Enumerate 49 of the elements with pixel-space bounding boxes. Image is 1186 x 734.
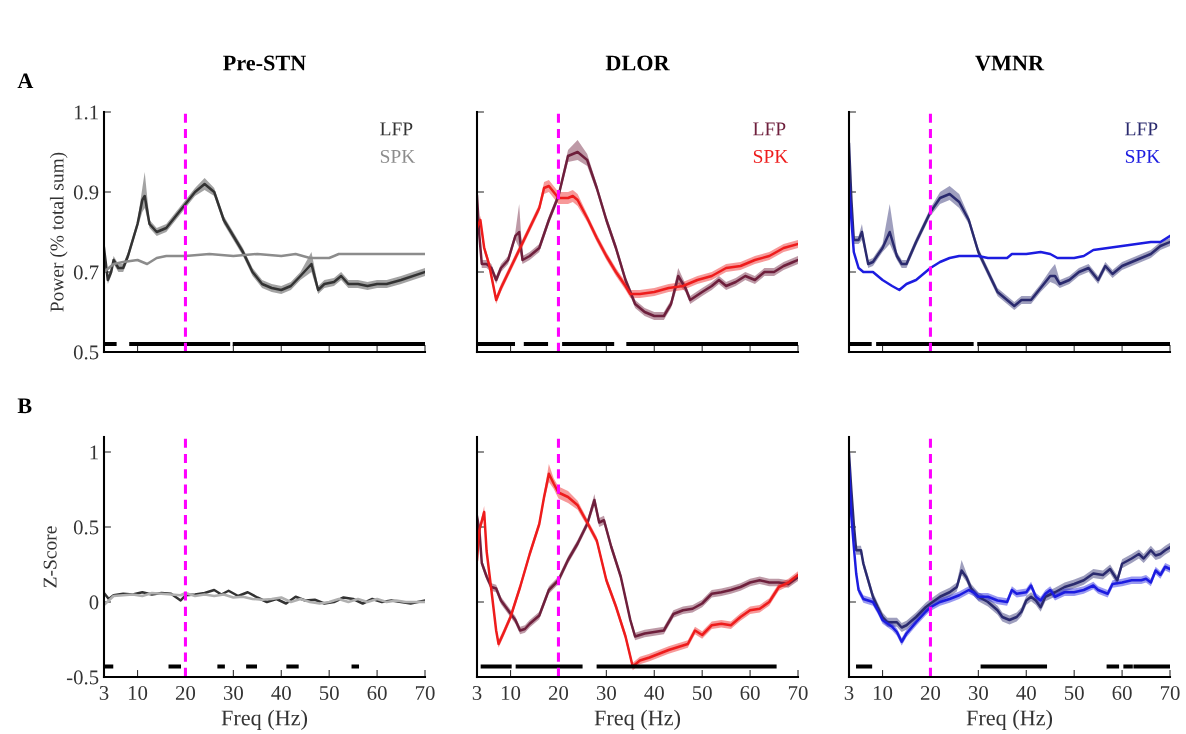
- x-tick-label: 30: [968, 685, 988, 700]
- x-tick-label: 20: [175, 685, 196, 700]
- x-tick-label: 50: [319, 685, 339, 700]
- x-tick-label: 60: [740, 685, 760, 700]
- chart-title: DLOR: [605, 55, 670, 71]
- text: A: [17, 73, 34, 89]
- x-axis-title: Freq (Hz): [221, 709, 308, 730]
- chart-title: Pre-STN: [223, 55, 306, 71]
- x-tick-label: 60: [367, 685, 387, 700]
- x-tick-label: 60: [1112, 685, 1132, 700]
- text: SPK: [380, 149, 416, 163]
- y-tick-label: 0.7: [73, 265, 99, 280]
- x-tick-label: 50: [1064, 685, 1084, 700]
- text: B: [17, 398, 32, 414]
- x-tick-label: 20: [548, 685, 569, 700]
- x-tick-label: 3: [472, 685, 482, 700]
- y-tick-label: 0: [89, 595, 99, 610]
- x-axis-title: Freq (Hz): [594, 709, 681, 730]
- text: SPK: [1125, 149, 1161, 163]
- x-axis-title: Freq (Hz): [966, 709, 1053, 730]
- y-tick-label: -0.5: [66, 670, 99, 685]
- x-tick-label: 70: [788, 685, 808, 700]
- x-tick-label: 10: [501, 685, 521, 700]
- x-tick-label: 70: [415, 685, 435, 700]
- y-tick-label: 1: [90, 445, 98, 460]
- x-tick-label: 40: [271, 685, 291, 700]
- text: LFP: [1125, 122, 1158, 136]
- x-tick-label: 50: [692, 685, 712, 700]
- x-tick-label: 20: [920, 685, 941, 700]
- text: SPK: [753, 149, 789, 163]
- x-tick-label: 30: [223, 685, 243, 700]
- line-series: [104, 252, 425, 274]
- y-tick-label: 0.5: [73, 520, 99, 535]
- x-tick-label: 10: [128, 685, 148, 700]
- x-tick-label: 3: [844, 685, 854, 700]
- x-tick-label: 10: [873, 685, 893, 700]
- x-tick-label: 30: [596, 685, 616, 700]
- x-tick-label: 40: [1016, 685, 1036, 700]
- y-axis-title: Z-Score: [43, 526, 57, 588]
- x-tick-label: 70: [1160, 685, 1180, 700]
- y-tick-label: 1.1: [74, 105, 98, 120]
- y-tick-label: 0.5: [73, 345, 99, 360]
- x-tick-label: 3: [99, 685, 109, 700]
- text: LFP: [380, 122, 413, 136]
- chart-title: VMNR: [975, 55, 1045, 71]
- y-tick-label: 0.9: [73, 185, 99, 200]
- text: LFP: [753, 122, 786, 136]
- y-axis-title: Power (% total sum): [49, 152, 68, 312]
- x-tick-label: 40: [644, 685, 664, 700]
